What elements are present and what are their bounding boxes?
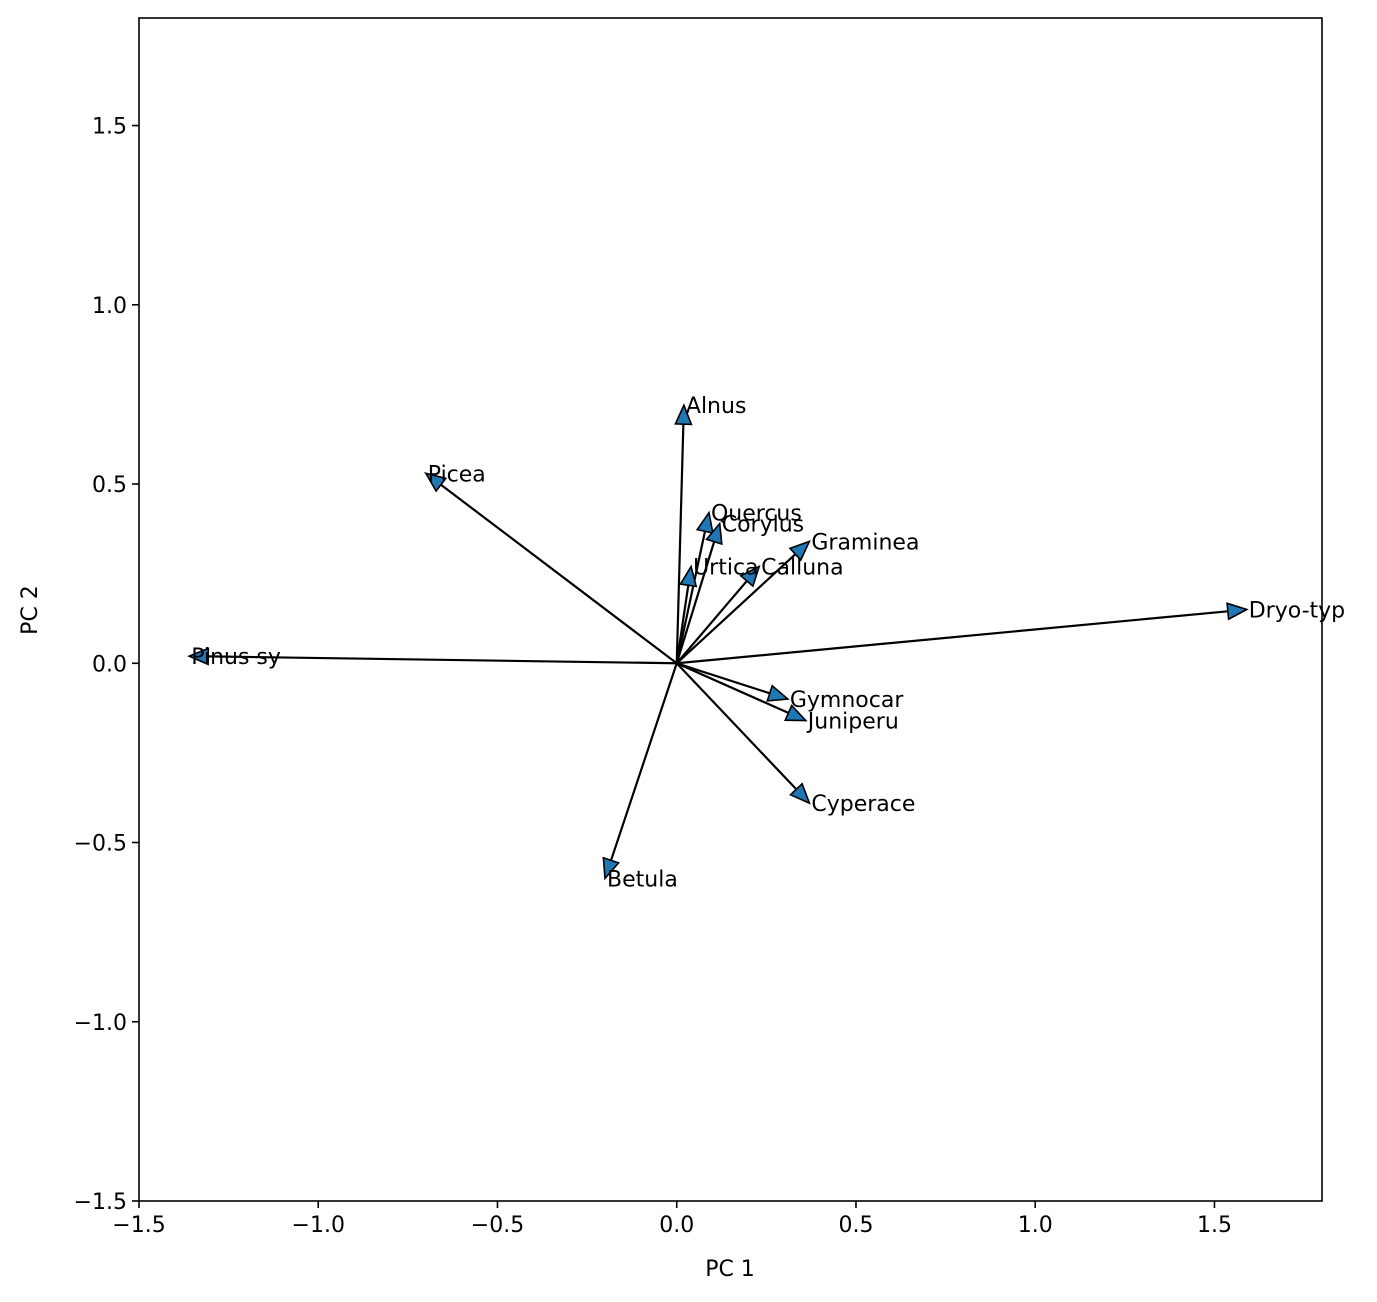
arrows-layer: [187, 403, 1249, 881]
arrow-shaft: [675, 580, 748, 664]
arrow-label: Cyperace: [811, 792, 915, 817]
arrow-shaft: [675, 541, 716, 664]
x-tick-label: 0.5: [838, 1213, 873, 1238]
arrow-shaft: [609, 662, 678, 861]
loading-arrow-graminea: [675, 539, 811, 665]
arrow-head: [1226, 602, 1249, 621]
arrow-head: [674, 403, 693, 426]
arrow-shaft: [440, 483, 678, 665]
arrow-head: [424, 472, 448, 493]
arrow-head: [679, 564, 698, 588]
loading-arrow-gymnocar: [676, 662, 790, 702]
arrow-label: Gymnocar: [790, 688, 904, 713]
y-axis-label: PC 2: [18, 585, 43, 635]
x-axis: −1.5 −1.0 −0.5 0.0 0.5 1.0 1.5: [112, 1201, 1232, 1238]
y-tick-label: −0.5: [74, 832, 127, 857]
arrow-shaft: [675, 531, 707, 664]
arrow-head: [739, 564, 761, 588]
y-axis: −1.5 −1.0 −0.5 0.0 0.5 1.0 1.5: [74, 115, 139, 1215]
loading-arrow-calluna: [675, 564, 761, 664]
arrow-head: [788, 539, 811, 562]
arrow-head: [766, 684, 790, 702]
arrow-shaft: [676, 662, 771, 695]
x-tick-label: 1.0: [1018, 1213, 1053, 1238]
x-tick-label: −0.5: [471, 1213, 524, 1238]
x-tick-label: 0.0: [659, 1213, 694, 1238]
arrow-shaft: [675, 553, 797, 665]
arrow-label: Picea: [428, 462, 486, 487]
x-tick-label: −1.5: [112, 1213, 165, 1238]
loading-arrow-alnus: [674, 403, 693, 664]
loading-arrow-quercus: [675, 510, 714, 664]
arrow-head: [789, 782, 811, 805]
loading-arrow-betula: [602, 662, 678, 881]
y-tick-label: −1.5: [74, 1190, 127, 1215]
y-tick-label: −1.0: [74, 1011, 127, 1036]
loading-arrow-juniperu: [676, 662, 808, 722]
loading-arrow-corylus: [675, 521, 723, 664]
y-tick-label: 0.0: [92, 652, 127, 677]
arrow-label: Betula: [607, 867, 678, 892]
arrow-shaft: [676, 662, 789, 714]
arrow-label: Pinus sy: [191, 645, 281, 670]
y-tick-label: 1.0: [92, 294, 127, 319]
loading-arrow-cyperace: [675, 662, 811, 805]
arrow-label: Juniperu: [806, 710, 899, 735]
plot-frame: [138, 17, 1323, 1202]
y-tick-label: 1.5: [92, 115, 127, 140]
y-tick-label: 0.5: [92, 473, 127, 498]
x-tick-label: 1.5: [1197, 1213, 1232, 1238]
arrow-label: Calluna: [761, 555, 843, 580]
arrow-label: Corylus: [722, 512, 804, 537]
loading-arrow-pinus-sy: [187, 647, 677, 666]
arrow-head: [695, 510, 714, 535]
x-axis-label: PC 1: [705, 1257, 755, 1282]
arrow-head: [602, 856, 620, 881]
arrow-shaft: [208, 655, 677, 665]
arrow-head: [705, 521, 723, 546]
x-tick-label: −1.0: [292, 1213, 345, 1238]
loading-arrow-dryo-typ: [676, 602, 1249, 665]
arrow-shaft: [675, 424, 685, 664]
arrow-head: [783, 704, 808, 722]
arrow-label: Dryo-typ: [1249, 599, 1345, 624]
arrow-label: Alnus: [686, 394, 747, 419]
arrow-label: Quercus: [711, 502, 802, 527]
arrow-shaft: [675, 585, 690, 664]
arrow-label: Graminea: [811, 530, 919, 555]
arrow-label: Urtica: [693, 555, 758, 580]
loading-arrow-picea: [424, 472, 678, 665]
loading-arrow-urtica: [675, 564, 698, 664]
arrow-shaft: [675, 662, 798, 791]
arrow-head: [187, 647, 210, 666]
arrow-shaft: [676, 610, 1228, 665]
